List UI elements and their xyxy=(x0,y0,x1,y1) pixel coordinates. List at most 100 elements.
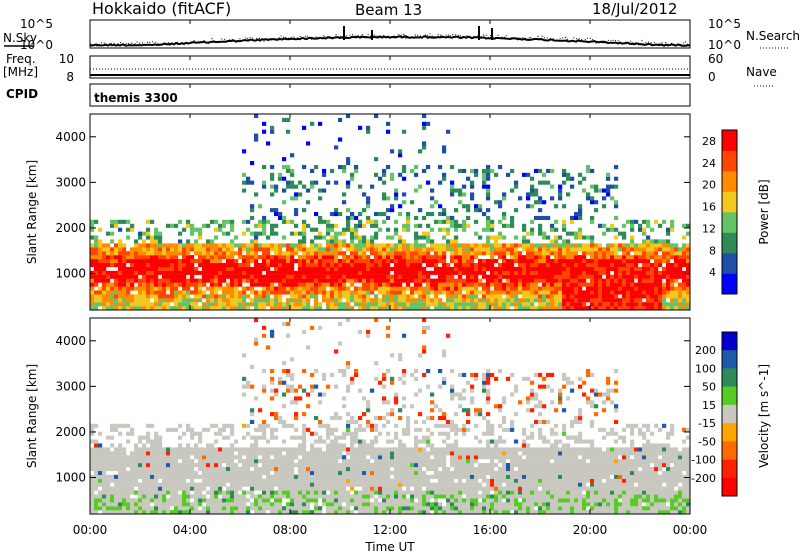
power-cell xyxy=(458,192,462,196)
velocity-cell xyxy=(302,424,306,428)
velocity-cell xyxy=(210,451,214,455)
velocity-cell xyxy=(246,506,250,510)
velocity-cell xyxy=(330,498,334,502)
velocity-cell xyxy=(258,459,262,463)
power-cell xyxy=(278,177,282,181)
power-cell xyxy=(566,279,570,283)
velocity-cell xyxy=(398,494,402,498)
velocity-cell xyxy=(178,502,182,506)
power-cell xyxy=(406,216,410,220)
velocity-cell xyxy=(178,498,182,502)
power-cell xyxy=(302,263,306,267)
power-cell xyxy=(162,271,166,275)
power-cell xyxy=(538,290,542,294)
power-cell xyxy=(622,290,626,294)
power-cell xyxy=(562,239,566,243)
power-cell xyxy=(426,181,430,185)
velocity-cell xyxy=(174,463,178,467)
power-cell xyxy=(130,294,134,298)
velocity-cell xyxy=(194,494,198,498)
power-cell xyxy=(198,271,202,275)
velocity-cell xyxy=(422,506,426,510)
power-cell xyxy=(106,251,110,255)
velocity-cell xyxy=(362,463,366,467)
velocity-cell xyxy=(238,487,242,491)
power-cell xyxy=(486,165,490,169)
power-cell xyxy=(406,212,410,216)
velocity-cell xyxy=(294,506,298,510)
power-cell xyxy=(570,267,574,271)
velocity-cell xyxy=(382,385,386,389)
velocity-cell xyxy=(350,420,354,424)
velocity-cell xyxy=(102,491,106,495)
power-cell xyxy=(374,251,378,255)
power-cell xyxy=(338,232,342,236)
power-cell xyxy=(158,290,162,294)
power-cell xyxy=(402,255,406,259)
power-cell xyxy=(458,259,462,263)
velocity-cell xyxy=(374,491,378,495)
velocity-cell xyxy=(242,498,246,502)
velocity-cell xyxy=(418,491,422,495)
power-cell xyxy=(262,255,266,259)
power-cell xyxy=(342,165,346,169)
power-cell xyxy=(594,243,598,247)
velocity-cell xyxy=(166,451,170,455)
power-cell xyxy=(214,290,218,294)
power-cell xyxy=(646,239,650,243)
velocity-cell xyxy=(94,506,98,510)
power-cell xyxy=(394,259,398,263)
velocity-cell xyxy=(270,475,274,479)
velocity-cell xyxy=(142,443,146,447)
velocity-cell xyxy=(326,467,330,471)
velocity-cell xyxy=(374,361,378,365)
velocity-cell xyxy=(110,428,114,432)
power-cell xyxy=(422,279,426,283)
velocity-cell xyxy=(142,467,146,471)
power-cell xyxy=(330,267,334,271)
velocity-cell xyxy=(286,502,290,506)
power-cell xyxy=(318,243,322,247)
power-cell xyxy=(538,271,542,275)
power-cell xyxy=(478,279,482,283)
power-cell xyxy=(650,271,654,275)
velocity-cell xyxy=(362,494,366,498)
power-cell xyxy=(470,181,474,185)
power-cell xyxy=(658,290,662,294)
power-cell xyxy=(530,275,534,279)
velocity-cell xyxy=(190,506,194,510)
velocity-cell xyxy=(226,494,230,498)
velocity-cell xyxy=(366,475,370,479)
power-cell xyxy=(130,298,134,302)
power-cell xyxy=(638,302,642,306)
power-cell xyxy=(146,302,150,306)
velocity-cell xyxy=(94,475,98,479)
power-cell xyxy=(366,290,370,294)
velocity-cell xyxy=(290,377,294,381)
power-cell xyxy=(102,267,106,271)
power-cell xyxy=(646,251,650,255)
velocity-cell xyxy=(314,491,318,495)
power-cell xyxy=(374,220,378,224)
power-cell xyxy=(294,243,298,247)
velocity-cell xyxy=(382,467,386,471)
power-cell xyxy=(614,216,618,220)
power-cell xyxy=(458,243,462,247)
power-cell xyxy=(206,263,210,267)
power-cell xyxy=(614,255,618,259)
power-cell xyxy=(430,196,434,200)
velocity-cell xyxy=(214,502,218,506)
power-cell xyxy=(470,255,474,259)
power-cell xyxy=(298,275,302,279)
power-cell xyxy=(562,298,566,302)
power-cell xyxy=(550,224,554,228)
power-cell xyxy=(670,247,674,251)
velocity-cell xyxy=(406,471,410,475)
velocity-cell xyxy=(346,420,350,424)
power-cell xyxy=(418,302,422,306)
velocity-cell xyxy=(202,451,206,455)
velocity-cell xyxy=(330,455,334,459)
power-cell xyxy=(682,302,686,306)
velocity-cell xyxy=(350,436,354,440)
power-cell xyxy=(666,232,670,236)
